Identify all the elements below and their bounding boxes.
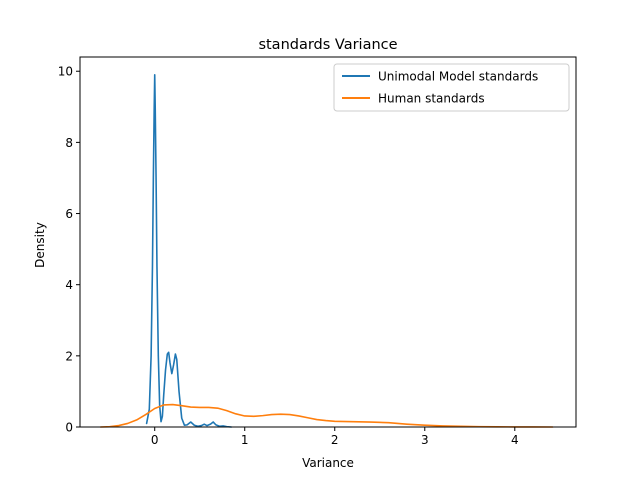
y-tick-label: 10	[58, 65, 73, 79]
x-tick-label: 0	[151, 433, 159, 447]
x-tick-label: 1	[241, 433, 249, 447]
x-axis: 0 1 2 3 4	[151, 427, 519, 447]
series-line-human	[99, 403, 554, 428]
y-axis-label: Density	[33, 222, 47, 268]
y-tick-label: 0	[65, 421, 73, 435]
x-axis-label: Variance	[302, 456, 354, 470]
legend-label-unimodal: Unimodal Model standards	[378, 70, 538, 84]
legend-label-human: Human standards	[378, 92, 485, 106]
x-tick-label: 3	[421, 433, 429, 447]
x-tick-label: 4	[511, 433, 519, 447]
x-tick-label: 2	[331, 433, 339, 447]
y-tick-label: 8	[65, 136, 73, 150]
y-axis: 0 2 4 6 8 10	[58, 65, 80, 435]
y-tick-label: 6	[65, 207, 73, 221]
series-line-unimodal	[145, 73, 233, 428]
chart-title: standards Variance	[258, 37, 397, 53]
legend: Unimodal Model standards Human standards	[333, 63, 570, 112]
y-tick-label: 2	[65, 349, 73, 363]
plot-area	[79, 56, 577, 428]
y-tick-label: 4	[65, 278, 73, 292]
legend-frame	[333, 63, 570, 112]
axes-frame	[79, 56, 577, 428]
